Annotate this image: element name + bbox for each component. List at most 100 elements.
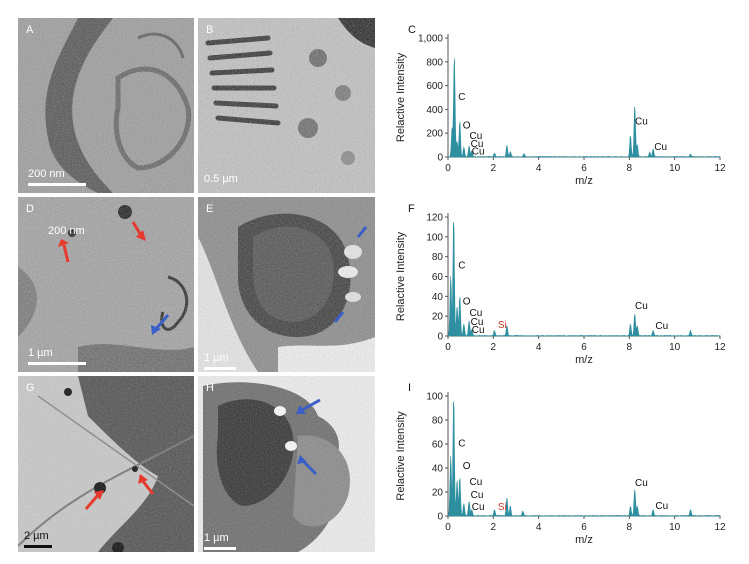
y-axis-label: Relactive Intensity bbox=[395, 52, 407, 142]
y-axis-label: Relactive Intensity bbox=[395, 231, 407, 321]
overlay-label-d: 200 nm bbox=[48, 225, 85, 237]
red-arrow bbox=[62, 244, 70, 263]
x-tick-label: 2 bbox=[491, 342, 497, 353]
peak-label: O bbox=[463, 296, 471, 307]
y-tick-label: 800 bbox=[426, 57, 443, 68]
x-tick-label: 12 bbox=[714, 342, 726, 353]
scale-bar-label-g: 2 µm bbox=[24, 530, 49, 542]
blue-arrow bbox=[154, 314, 170, 330]
x-tick-label: 2 bbox=[491, 163, 497, 174]
spectrum-trace bbox=[447, 401, 721, 517]
x-tick-label: 4 bbox=[536, 342, 542, 353]
x-tick-label: 12 bbox=[714, 163, 726, 174]
peak-label: Cu bbox=[635, 478, 648, 489]
peak-label: Cu bbox=[472, 325, 485, 336]
x-tick-label: 4 bbox=[536, 163, 542, 174]
y-tick-label: 40 bbox=[432, 464, 444, 475]
y-tick-label: 600 bbox=[426, 81, 443, 92]
y-axis-label: Relactive Intensity bbox=[395, 411, 407, 501]
x-tick-label: 8 bbox=[627, 522, 633, 533]
panel-label-d: D bbox=[26, 203, 34, 215]
x-tick-label: 6 bbox=[581, 163, 587, 174]
x-tick-label: 10 bbox=[669, 342, 681, 353]
micrograph-g: G 2 µm bbox=[18, 376, 194, 552]
scale-bar-label-a: 200 nm bbox=[28, 168, 65, 180]
scale-bar-g bbox=[24, 545, 52, 548]
scale-bar-label-e: 1 µm bbox=[204, 352, 229, 364]
peak-label: Cu bbox=[470, 477, 483, 488]
peak-label: Cu bbox=[471, 139, 484, 150]
peak-label: Cu bbox=[471, 317, 484, 328]
spectrum-chart-c: C 0 200 400 600 800 1,000 0 2 4 6 8 10 12 m/z Relactive… bbox=[380, 18, 740, 193]
x-tick-label: 0 bbox=[445, 163, 451, 174]
y-tick-label: 400 bbox=[426, 105, 443, 116]
x-tick-label: 6 bbox=[581, 342, 587, 353]
x-axis-label: m/z bbox=[575, 354, 593, 366]
panel-label-h: H bbox=[206, 382, 214, 394]
micrograph-g-image bbox=[18, 376, 194, 552]
peak-label: Cu bbox=[655, 501, 668, 512]
scale-bar-d bbox=[28, 362, 86, 365]
y-tick-label: 200 bbox=[426, 129, 443, 140]
y-tick-label: 100 bbox=[426, 392, 443, 403]
x-tick-label: 10 bbox=[669, 163, 681, 174]
x-tick-label: 2 bbox=[491, 522, 497, 533]
scale-bar-label-d: 1 µm bbox=[28, 347, 53, 359]
y-tick-label: 60 bbox=[432, 440, 444, 451]
peak-label: Cu bbox=[472, 147, 485, 158]
panel-label-a: A bbox=[26, 24, 34, 36]
peak-label: Cu bbox=[470, 131, 483, 142]
scale-bar-h bbox=[204, 547, 236, 550]
micrograph-d: D 200 nm 1 µm bbox=[18, 197, 194, 372]
y-tick-label: 80 bbox=[432, 416, 444, 427]
x-tick-label: 0 bbox=[445, 522, 451, 533]
peak-label: Cu bbox=[635, 301, 648, 312]
x-axis-label: m/z bbox=[575, 534, 593, 546]
y-tick-label: 100 bbox=[426, 232, 443, 243]
micrograph-h: H 1 µm bbox=[198, 376, 375, 552]
spectrum-chart-f: F 0 20 40 60 80 100 120 0 2 4 6 8 10 12 m/z Relactive In… bbox=[380, 197, 740, 372]
peak-label: Cu bbox=[472, 502, 485, 513]
spectrum-svg-c: C 0 200 400 600 800 1,000 0 2 4 6 8 10 12 m/z Relactive… bbox=[395, 24, 726, 187]
scale-bar-a bbox=[28, 183, 86, 186]
spectrum-chart-i: I 0 20 40 60 80 100 0 2 4 6 8 10 12 m/z Relactive Inten… bbox=[380, 376, 740, 552]
x-tick-label: 12 bbox=[714, 522, 726, 533]
peak-label: Cu bbox=[470, 308, 483, 319]
y-tick-label: 0 bbox=[437, 512, 443, 523]
spectrum-svg-f: F 0 20 40 60 80 100 120 0 2 4 6 8 10 12 m/z Relactive In… bbox=[395, 203, 726, 366]
x-tick-label: 6 bbox=[581, 522, 587, 533]
y-tick-label: 20 bbox=[432, 312, 444, 323]
x-tick-label: 8 bbox=[627, 342, 633, 353]
scale-bar-label-b: 0.5 µm bbox=[204, 173, 238, 185]
micrograph-a-image bbox=[18, 18, 194, 193]
x-tick-label: 0 bbox=[445, 342, 451, 353]
y-tick-label: 0 bbox=[437, 332, 443, 343]
y-tick-label: 1,000 bbox=[418, 34, 443, 45]
peak-label: C bbox=[458, 261, 465, 272]
scale-bar-e bbox=[204, 367, 236, 370]
peak-label: C bbox=[458, 92, 465, 103]
micrograph-d-image bbox=[18, 197, 194, 372]
peak-label: O bbox=[463, 461, 471, 472]
micrograph-b-image bbox=[198, 18, 375, 193]
peak-label: O bbox=[463, 120, 471, 131]
panel-label-e: E bbox=[206, 203, 214, 215]
peak-label: Cu bbox=[471, 490, 484, 501]
y-tick-label: 40 bbox=[432, 292, 444, 303]
y-tick-label: 60 bbox=[432, 272, 444, 283]
spectrum-trace bbox=[447, 58, 721, 158]
peak-label: Cu bbox=[654, 142, 667, 153]
micrograph-h-image bbox=[198, 376, 375, 552]
panel-label-g: G bbox=[26, 382, 35, 394]
peak-label: C bbox=[458, 438, 465, 449]
y-tick-label: 20 bbox=[432, 488, 444, 499]
spectrum-trace bbox=[447, 222, 721, 337]
panel-label-b: B bbox=[206, 24, 214, 36]
x-tick-label: 8 bbox=[627, 163, 633, 174]
panel-label-i: I bbox=[408, 382, 411, 394]
peak-label: Cu bbox=[635, 116, 648, 127]
peak-label: Si bbox=[498, 320, 507, 331]
micrograph-b: B 0.5 µm bbox=[198, 18, 375, 193]
scale-bar-label-h: 1 µm bbox=[204, 532, 229, 544]
x-tick-label: 10 bbox=[669, 522, 681, 533]
